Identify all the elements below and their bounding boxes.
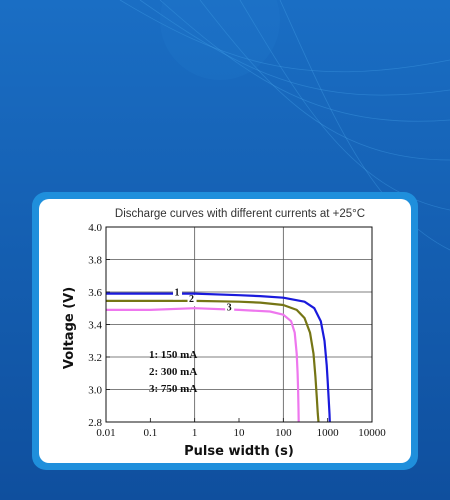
- series-3-line: [106, 307, 300, 423]
- legend-entry-2: 2: 300 mA: [149, 366, 197, 378]
- x-tick-labels: 0.01 0.1 1 10 100 1000 10000: [96, 418, 386, 439]
- x-axis-label: Pulse width (s): [184, 444, 294, 459]
- y-tick-label: 4.0: [88, 222, 102, 234]
- series-2-line: [106, 299, 320, 423]
- chart-curves: [106, 292, 331, 423]
- y-tick-label: 3.6: [88, 287, 102, 299]
- curve-label-2: 2: [189, 294, 194, 305]
- x-tick-label: 1: [192, 427, 198, 439]
- curve-label-bg: [225, 303, 235, 315]
- curve-label-3: 3: [227, 302, 232, 313]
- y-tick-label: 3.2: [88, 352, 102, 364]
- legend: 1: 150 mA 2: 300 mA 3: 750 mA: [149, 349, 197, 395]
- y-tick-label: 3.8: [88, 255, 102, 267]
- y-tick-labels: 2.8 3.0 3.2 3.4 3.6 3.8 4.0: [88, 222, 110, 429]
- curve-labels: 12 3: [173, 288, 235, 315]
- series-1-line: [106, 292, 331, 423]
- y-tick-label: 3.0: [88, 385, 102, 397]
- curve-label-bg: [187, 295, 197, 307]
- x-tick-label: 0.01: [96, 427, 115, 439]
- x-tick-label: 10: [234, 427, 246, 439]
- y-tick-label: 3.4: [88, 320, 102, 332]
- chart-card: Discharge curves with different currents…: [39, 199, 411, 463]
- x-tick-label: 0.1: [143, 427, 157, 439]
- chart-grid: [106, 227, 372, 422]
- chart-title: Discharge curves with different currents…: [115, 208, 365, 220]
- y-axis-label: Voltage (V): [62, 287, 77, 369]
- x-tick-label: 1000: [317, 427, 340, 439]
- curve-label-1: 1: [175, 288, 180, 299]
- discharge-chart: Discharge curves with different currents…: [62, 208, 386, 459]
- curve-label-bg: [173, 288, 183, 300]
- x-tick-label: 10000: [358, 427, 386, 439]
- legend-entry-1: 1: 150 mA: [149, 349, 197, 361]
- legend-entry-3: 3: 750 mA: [149, 383, 197, 395]
- x-tick-label: 100: [275, 427, 292, 439]
- y-tick-label: 2.8: [88, 417, 102, 429]
